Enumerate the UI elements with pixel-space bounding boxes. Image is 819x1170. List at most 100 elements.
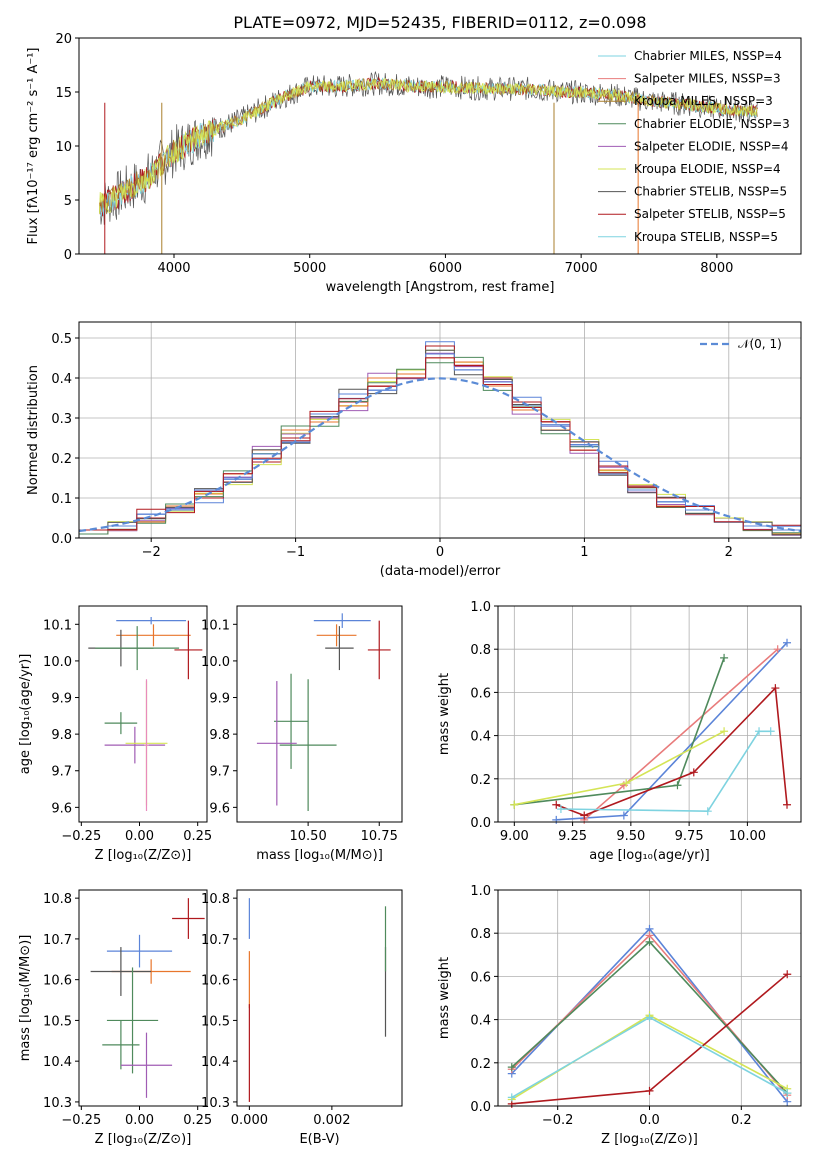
weight-marker [622, 779, 631, 788]
y-tick-label: 9.7 [209, 765, 230, 780]
error-bar-point [106, 967, 159, 1074]
y-tick-label: 0.5 [51, 332, 72, 347]
y-tick-label: 10.7 [43, 933, 72, 948]
error-bar-point [116, 624, 191, 647]
panel-frame [78, 37, 802, 255]
y-tick-label: 10.6 [43, 974, 72, 989]
y-tick-label: 0.0 [470, 816, 491, 831]
panel-frame [78, 605, 208, 823]
panel-z_weight: −0.2 0.0 0.2 0.0 0.2 0.4 0.6 0.8 1.0 Z [log₁₀(Z/Z… [437, 884, 801, 1147]
error-bar-point [256, 681, 297, 806]
y-tick-label: 10.3 [43, 1096, 72, 1111]
weight-marker [673, 781, 682, 790]
y-tick-label: 10.3 [201, 1096, 230, 1111]
legend-entry: Chabrier STELIB, NSSP=5 [634, 185, 787, 199]
x-tick-label: 0.25 [183, 1113, 212, 1128]
x-tick-label: 0.0 [639, 1113, 660, 1128]
weight-marker [720, 727, 729, 736]
weight-marker [580, 811, 589, 820]
weight-marker [645, 937, 654, 946]
error-bar-point [104, 712, 138, 735]
y-tick-label: 20 [55, 32, 72, 47]
weight-marker [783, 638, 792, 647]
y-tick-label: 1.0 [470, 884, 491, 899]
y-tick-label: 10.0 [43, 655, 72, 670]
x-tick-label: 10.00 [729, 829, 766, 844]
legend-entry: Chabrier ELODIE, NSSP=3 [634, 117, 790, 131]
legend-entry: Kroupa ELODIE, NSSP=4 [634, 162, 781, 176]
panel-frame [236, 889, 403, 1107]
y-tick-label: 9.6 [209, 801, 230, 816]
y-tick-label: 0.2 [470, 1057, 491, 1072]
y-axis-label: mass weight [437, 957, 452, 1039]
y-tick-label: 9.9 [51, 692, 72, 707]
x-tick-label: 8000 [700, 261, 733, 276]
weight-marker [556, 805, 565, 814]
y-tick-label: 10.5 [201, 1014, 230, 1029]
x-axis-label: Z [log₁₀(Z/Z⊙)] [95, 848, 192, 863]
x-tick-label: 7000 [565, 261, 598, 276]
error-bar-point [316, 624, 357, 647]
weight-marker [703, 807, 712, 816]
panel-z_age: −0.25 0.00 0.25 9.6 9.7 9.8 9.9 10.0 10.1 Z [log₁… [18, 618, 212, 863]
x-tick-label: −2 [142, 545, 161, 560]
y-axis-label: age [log₁₀(age/yr)] [18, 654, 33, 775]
y-tick-label: 0.0 [51, 532, 72, 547]
x-tick-label: 0.2 [731, 1113, 752, 1128]
weight-marker [619, 811, 628, 820]
x-axis-label: wavelength [Angstrom, rest frame] [326, 280, 555, 295]
x-tick-label: 0.002 [313, 1113, 350, 1128]
panel-age_weight: 9.00 9.25 9.50 9.75 10.00 0.0 0.2 0.4 0.6 0.8 1.0 a… [437, 600, 801, 863]
y-tick-label: 10.6 [201, 974, 230, 989]
y-tick-label: 10.7 [201, 933, 230, 948]
weight-marker [771, 684, 780, 693]
y-tick-label: 10.5 [43, 1014, 72, 1029]
x-tick-label: 0.00 [125, 1113, 154, 1128]
y-tick-label: 9.9 [209, 692, 230, 707]
y-axis-label: mass weight [437, 673, 452, 755]
y-tick-label: 10.8 [201, 892, 230, 907]
weight-marker [773, 645, 782, 654]
panel-mass_age: 10.50 10.75 9.6 9.7 9.8 9.9 10.0 10.1 mass [log₁… [201, 618, 398, 863]
x-tick-label: 9.75 [675, 829, 704, 844]
legend-entry: Salpeter STELIB, NSSP=5 [634, 207, 786, 221]
panel-residuals: −2 −1 0 1 2 0.0 0.1 0.2 0.3 0.4 0.5 (data-model)/er… [26, 322, 801, 579]
y-tick-label: 0.6 [470, 686, 491, 701]
panel-frame [497, 889, 802, 1107]
y-tick-label: 0.8 [470, 643, 491, 658]
legend: Chabrier MILES, NSSP=4 Salpeter MILES, NS… [598, 49, 790, 244]
y-axis-label: mass [log₁₀(M/M⊙)] [18, 935, 33, 1062]
histogram-series [79, 349, 801, 536]
y-tick-label: 1.0 [470, 600, 491, 615]
figure-title: PLATE=0972, MJD=52435, FIBERID=0112, z=0… [233, 13, 646, 32]
x-tick-label: −0.25 [61, 829, 101, 844]
weight-line [514, 657, 725, 806]
x-axis-label: age [log₁₀(age/yr)] [589, 848, 710, 863]
error-bar-point [116, 616, 187, 625]
y-tick-label: 5 [64, 194, 72, 209]
error-bar-point [144, 679, 149, 812]
y-tick-label: 0.4 [470, 1014, 491, 1029]
error-bar-point [325, 626, 354, 671]
x-tick-label: 0.25 [183, 829, 212, 844]
error-bar-point [273, 673, 309, 769]
error-bar-point [279, 679, 337, 812]
weight-marker [783, 970, 792, 979]
panel-frame [236, 605, 403, 823]
error-bar-point [120, 1032, 173, 1098]
x-tick-label: −0.25 [61, 1113, 101, 1128]
error-bar-point [367, 620, 391, 680]
y-axis-label: Flux [fλ10⁻¹⁷ erg cm⁻² s⁻¹ A⁻¹] [26, 48, 41, 245]
panel-frame [78, 321, 802, 539]
weight-marker [507, 1063, 516, 1072]
panel-frame [497, 605, 802, 823]
weight-marker [552, 815, 561, 824]
x-tick-label: 6000 [429, 261, 462, 276]
x-tick-label: −0.2 [542, 1113, 574, 1128]
y-tick-label: 0.8 [470, 927, 491, 942]
error-bar-point [172, 898, 205, 939]
error-bar-point [313, 613, 371, 628]
weight-marker [645, 1013, 654, 1022]
legend-entry: Chabrier MILES, NSSP=4 [634, 49, 782, 63]
x-tick-label: 10.50 [290, 829, 327, 844]
